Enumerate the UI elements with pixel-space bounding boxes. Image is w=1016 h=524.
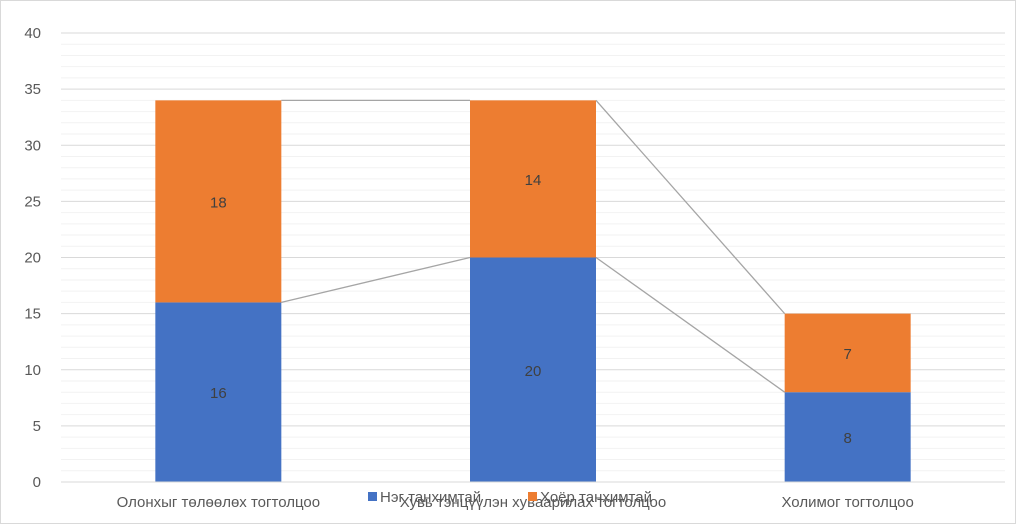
x-axis: Олонхыг төлөөлөх тогтолцоо Хувь тэнцүүлэн… [61,481,1005,511]
legend-label: Хоёр танхимтай [540,489,652,506]
legend: Нэг танхимтай Хоёр танхимтай [368,489,652,506]
bar-segment [784,313,911,393]
bars [155,100,911,482]
data-label: 8 [843,430,851,447]
x-tick-label: Олонхыг төлөөлөх тогтолцоо [117,494,320,511]
data-labels: 16 18 20 14 8 7 [210,172,852,447]
data-label: 20 [525,363,542,380]
y-tick-label: 30 [24,137,41,154]
y-tick-label: 20 [24,250,41,267]
data-label: 16 [210,385,227,402]
data-label: 14 [525,172,542,189]
x-tick-label: Хувь тэнцүүлэн хуваарилах тогтолцоо [400,494,666,511]
series-line [595,256,786,393]
x-tick-label: Холимог тогтолцоо [781,494,913,511]
y-tick-label: 15 [24,306,41,323]
y-tick-label: 35 [24,81,41,98]
bar-segment [470,100,596,258]
y-axis: 0 5 10 15 20 25 30 35 40 [24,25,41,491]
bar-segment [470,257,596,482]
bar-segment [155,302,282,482]
y-tick-label: 10 [24,362,41,379]
bar-segment [155,100,282,303]
bar-segment [784,392,911,482]
y-tick-label: 5 [33,418,41,435]
series-line [281,256,471,304]
series-line [595,99,786,315]
y-tick-label: 0 [33,474,41,491]
y-tick-label: 40 [24,25,41,42]
y-tick-label: 25 [24,193,41,210]
legend-label: Нэг танхимтай [380,489,481,506]
data-label: 18 [210,194,227,211]
legend-swatch [368,492,377,501]
series-lines [281,99,786,393]
data-label: 7 [843,346,851,363]
legend-swatch [528,492,537,501]
